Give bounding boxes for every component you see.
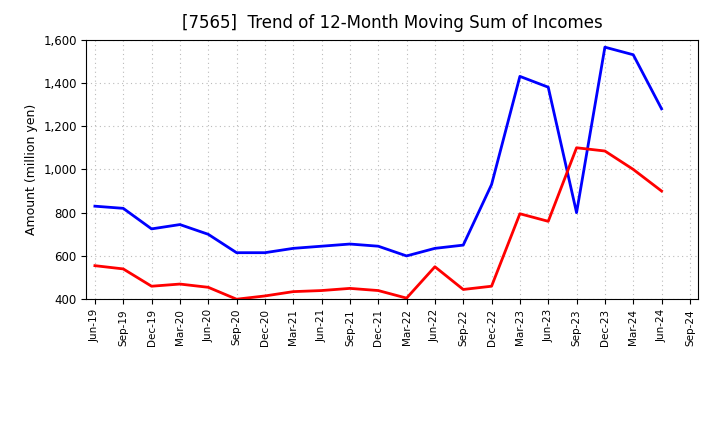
Net Income [657, 188, 666, 194]
Net Income [176, 282, 184, 287]
Net Income [261, 293, 269, 299]
Net Income [374, 288, 382, 293]
Net Income [600, 148, 609, 154]
Line: Net Income: Net Income [95, 148, 662, 299]
Title: [7565]  Trend of 12-Month Moving Sum of Incomes: [7565] Trend of 12-Month Moving Sum of I… [182, 15, 603, 33]
Net Income [459, 287, 467, 292]
Ordinary Income [91, 204, 99, 209]
Ordinary Income [176, 222, 184, 227]
Ordinary Income [346, 242, 354, 247]
Net Income [572, 145, 581, 150]
Y-axis label: Amount (million yen): Amount (million yen) [24, 104, 37, 235]
Net Income [402, 296, 411, 301]
Net Income [487, 284, 496, 289]
Ordinary Income [119, 205, 127, 211]
Net Income [318, 288, 326, 293]
Ordinary Income [148, 226, 156, 231]
Ordinary Income [374, 244, 382, 249]
Net Income [629, 167, 637, 172]
Ordinary Income [402, 253, 411, 259]
Net Income [204, 285, 212, 290]
Ordinary Income [431, 246, 439, 251]
Ordinary Income [204, 231, 212, 237]
Ordinary Income [233, 250, 241, 255]
Ordinary Income [487, 182, 496, 187]
Ordinary Income [629, 52, 637, 57]
Ordinary Income [516, 74, 524, 79]
Net Income [233, 297, 241, 302]
Net Income [119, 266, 127, 271]
Ordinary Income [318, 244, 326, 249]
Ordinary Income [544, 84, 552, 90]
Ordinary Income [289, 246, 297, 251]
Net Income [346, 286, 354, 291]
Line: Ordinary Income: Ordinary Income [95, 47, 662, 256]
Net Income [544, 219, 552, 224]
Net Income [516, 211, 524, 216]
Ordinary Income [600, 44, 609, 50]
Net Income [148, 284, 156, 289]
Ordinary Income [572, 210, 581, 215]
Ordinary Income [261, 250, 269, 255]
Ordinary Income [459, 242, 467, 248]
Net Income [91, 263, 99, 268]
Net Income [289, 289, 297, 294]
Ordinary Income [657, 106, 666, 111]
Net Income [431, 264, 439, 269]
